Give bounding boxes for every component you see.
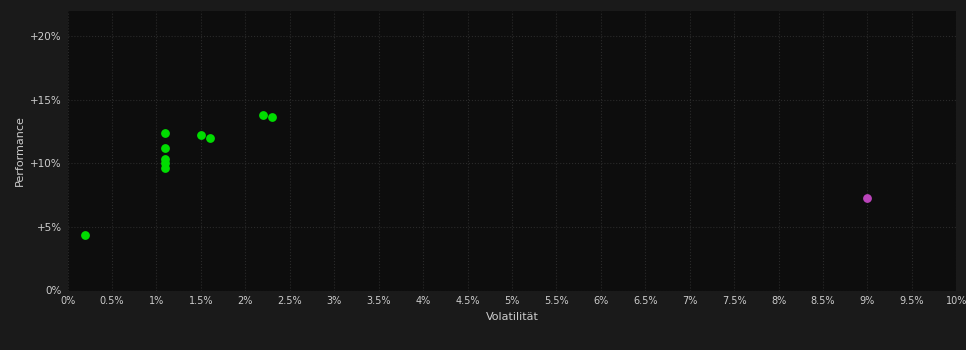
Point xyxy=(193,132,209,138)
Point xyxy=(157,160,173,166)
Point xyxy=(157,130,173,135)
Y-axis label: Performance: Performance xyxy=(14,115,25,186)
Point xyxy=(202,135,217,141)
Point xyxy=(157,166,173,171)
Point xyxy=(265,114,280,120)
Point xyxy=(157,156,173,162)
Point xyxy=(860,195,875,201)
Point xyxy=(157,145,173,151)
X-axis label: Volatilität: Volatilität xyxy=(486,312,538,322)
Point xyxy=(255,112,270,118)
Point xyxy=(77,232,93,237)
